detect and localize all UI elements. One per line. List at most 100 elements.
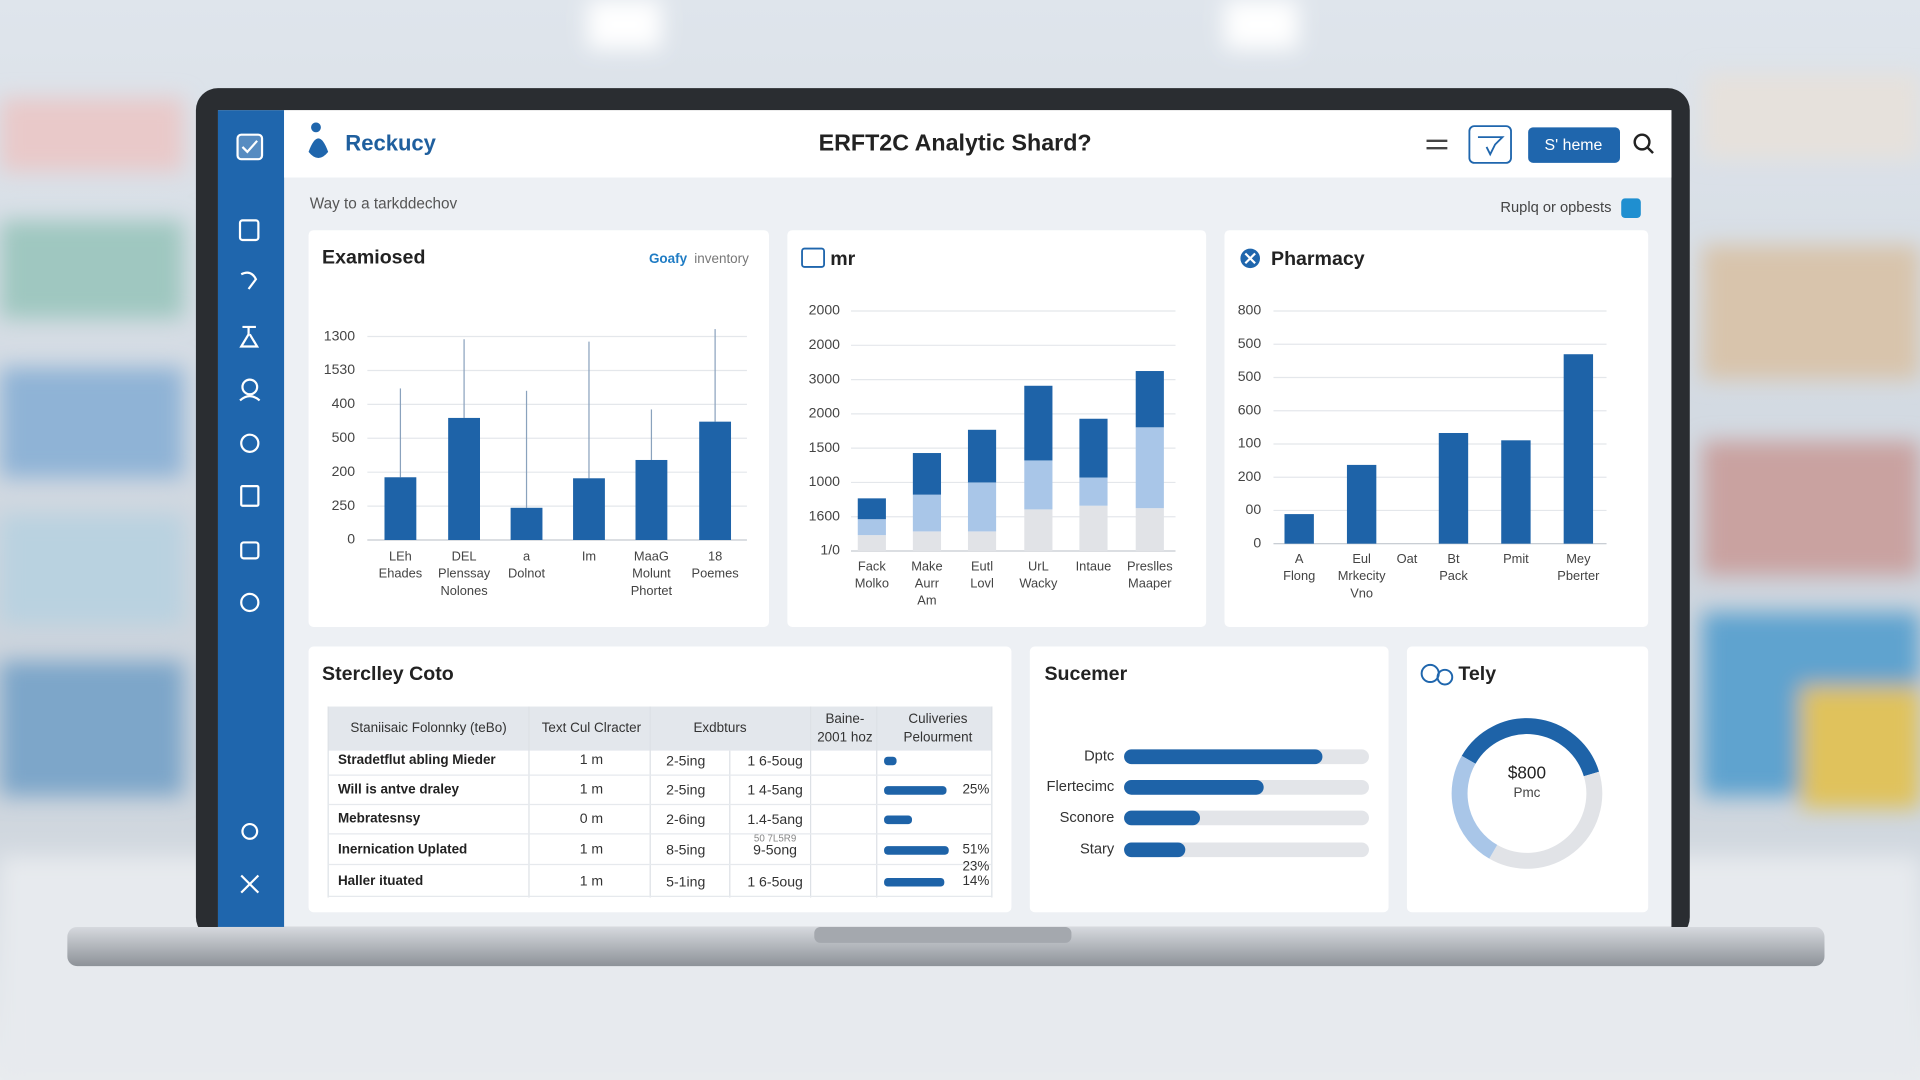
theme-button[interactable] xyxy=(1528,127,1620,163)
legend-label: inventory xyxy=(694,251,749,266)
x-tick-label: Molunt xyxy=(632,566,671,581)
progress-bar xyxy=(884,786,947,795)
bar xyxy=(1346,464,1377,544)
x-tick-label: Phortet xyxy=(631,583,673,598)
x-tick-label: UrL xyxy=(1028,558,1049,573)
x-tick-label: Im xyxy=(582,549,596,564)
table-cell: 1 4-5ang xyxy=(747,782,803,798)
nav-icon[interactable] xyxy=(240,874,260,894)
nav-icon[interactable] xyxy=(241,140,258,154)
progress-bar xyxy=(884,756,897,766)
bar xyxy=(384,477,417,540)
bar xyxy=(635,459,668,540)
filter-button[interactable] xyxy=(1468,125,1512,164)
nav-icon[interactable] xyxy=(240,433,260,453)
table-cell: 25% xyxy=(962,781,989,796)
bar-segment xyxy=(857,535,886,552)
table-cell: 2-6ing xyxy=(666,811,705,827)
toolbar-link[interactable]: Ruplq or opbests xyxy=(1500,200,1611,216)
x-tick-label: A xyxy=(1295,551,1304,566)
toolbar-icon[interactable] xyxy=(1621,198,1641,218)
bar xyxy=(1124,842,1186,858)
y-tick-label: 250 xyxy=(332,497,356,513)
x-tick-label: Flong xyxy=(1283,568,1315,583)
bar-segment xyxy=(967,482,997,532)
bar-segment xyxy=(857,519,886,536)
bar-segment xyxy=(912,494,942,532)
laptop-base xyxy=(67,926,1825,967)
search-icon-handle xyxy=(1646,146,1654,154)
table-cell: 9-5ong xyxy=(753,842,797,858)
menu-icon[interactable] xyxy=(1426,139,1448,150)
table-cell: Will is antve draley xyxy=(338,781,460,796)
y-tick-label: 800 xyxy=(1238,302,1262,318)
bar xyxy=(1563,354,1594,544)
x-tick-label: Oat xyxy=(1397,551,1418,566)
bar xyxy=(1284,514,1314,544)
x-tick-label: Nolones xyxy=(441,583,488,598)
panel-icon xyxy=(1436,668,1454,686)
x-tick-label: Mey xyxy=(1566,551,1591,566)
y-tick-label: 2000 xyxy=(809,336,840,352)
table-cell: 1.4-5ang xyxy=(747,811,803,827)
x-tick-label: Vno xyxy=(1350,585,1373,600)
table-cell: 1 m xyxy=(580,751,603,767)
table-header-label: Exdbturs xyxy=(693,720,746,735)
y-tick-label: 2000 xyxy=(809,302,840,318)
panel-title: Examiosed xyxy=(322,247,425,269)
bar xyxy=(699,421,732,540)
search-icon[interactable] xyxy=(1633,133,1651,151)
nav-icon[interactable] xyxy=(239,325,260,348)
bar xyxy=(1124,780,1264,795)
panel-title: mr xyxy=(830,248,855,270)
bar-segment xyxy=(912,453,942,495)
bar-label: Flertecimc xyxy=(1047,779,1115,795)
x-tick-label: a xyxy=(523,549,531,564)
x-tick-label: Fack xyxy=(858,558,886,573)
y-tick-label: 3000 xyxy=(809,370,840,386)
nav-icon[interactable] xyxy=(239,395,261,402)
nav-icon[interactable] xyxy=(241,378,259,396)
laptop-notch xyxy=(814,926,1072,943)
table-header-label: 2001 hoz xyxy=(817,729,873,744)
nav-icon[interactable] xyxy=(240,485,260,507)
bar xyxy=(448,417,480,540)
table-cell: 5-1ing xyxy=(666,874,705,890)
table-cell: 1 m xyxy=(580,781,603,797)
top-bar xyxy=(284,110,1672,178)
bar-segment xyxy=(1024,509,1053,552)
table-cell: Stradetflut abling Mieder xyxy=(338,752,496,767)
nav-icon[interactable] xyxy=(238,219,260,242)
x-tick-label: Maaper xyxy=(1128,575,1172,590)
nav-icon[interactable] xyxy=(241,822,259,840)
nav-icon[interactable] xyxy=(240,271,258,290)
bar-label: Sconore xyxy=(1060,810,1115,826)
x-tick-label: Pberter xyxy=(1557,568,1600,583)
x-tick-label: Bt xyxy=(1447,551,1460,566)
x-tick-label: Mrkecity xyxy=(1338,568,1386,583)
breadcrumb: Way to a tarkddechov xyxy=(310,196,458,213)
table-cell: 0 m xyxy=(580,810,603,826)
bar-segment xyxy=(1135,371,1164,428)
brand-name: Reckucy xyxy=(345,130,436,155)
x-tick-label: Molko xyxy=(855,575,889,590)
donut-segment xyxy=(1489,771,1603,869)
y-tick-label: 500 xyxy=(1238,335,1262,351)
nav-icon[interactable] xyxy=(240,592,260,613)
x-tick-label: 18 xyxy=(708,549,722,564)
sidebar-icons xyxy=(236,133,264,894)
y-tick-label: 1600 xyxy=(809,507,840,523)
donut-segment xyxy=(1461,718,1600,777)
x-tick-label: Aurr xyxy=(915,575,940,590)
bar-track xyxy=(1124,842,1369,858)
y-tick-label: 1500 xyxy=(809,439,840,455)
bar-segment xyxy=(857,498,886,520)
x-tick-label: LEh xyxy=(389,549,412,564)
nav-icon[interactable] xyxy=(240,541,260,560)
y-tick-label: 500 xyxy=(1238,368,1262,384)
y-tick-label: 1000 xyxy=(809,473,840,489)
nav-icon[interactable] xyxy=(236,133,264,161)
bar xyxy=(1124,810,1200,826)
brand-logo xyxy=(308,122,329,158)
y-tick-label: 600 xyxy=(1238,401,1262,417)
